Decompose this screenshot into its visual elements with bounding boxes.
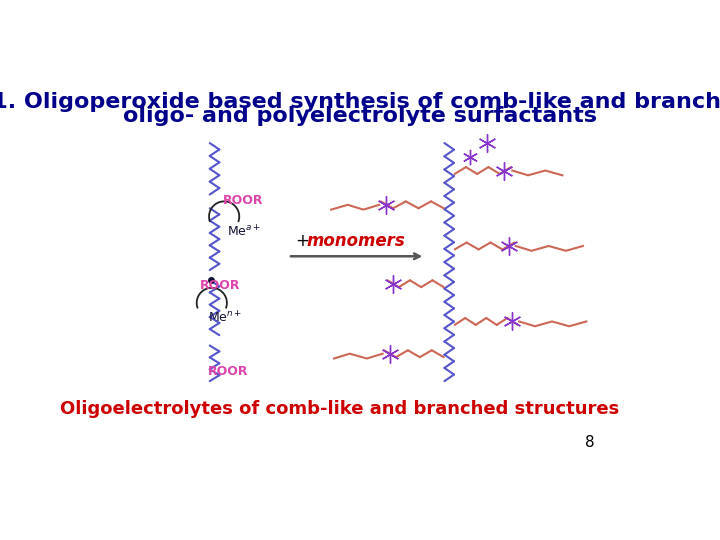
- Text: Oligoelectrolytes of comb-like and branched structures: Oligoelectrolytes of comb-like and branc…: [60, 400, 619, 417]
- Text: ROOR: ROOR: [222, 193, 264, 206]
- Text: ROOR: ROOR: [199, 279, 240, 292]
- Text: ROOR: ROOR: [207, 365, 248, 378]
- Text: Me$^{n+}$: Me$^{n+}$: [207, 310, 242, 326]
- Text: monomers: monomers: [307, 232, 405, 250]
- Text: Me$^{a+}$: Me$^{a+}$: [227, 225, 261, 240]
- Text: 8: 8: [585, 435, 595, 450]
- Text: +: +: [294, 232, 309, 250]
- Text: I. 1. Oligoperoxide based synthesis of comb-like and branched: I. 1. Oligoperoxide based synthesis of c…: [0, 92, 720, 112]
- Text: oligo- and polyelectrolyte surfactants: oligo- and polyelectrolyte surfactants: [123, 106, 597, 126]
